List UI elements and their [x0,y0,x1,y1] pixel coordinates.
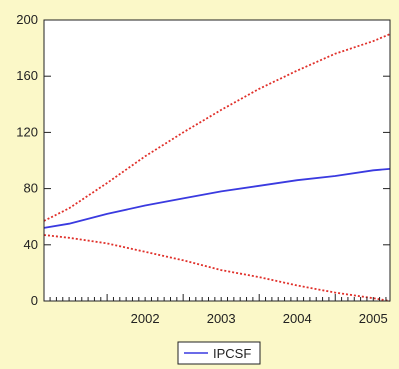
legend-box [177,341,261,365]
x-axis: 2002 2003 2004 2005 [49,294,388,326]
x-tick-label: 2005 [359,311,388,326]
x-tick-label: 2004 [283,311,312,326]
x-tick-label: 2002 [131,311,160,326]
legend: IPCSF [177,341,261,365]
plot-frame [43,19,391,302]
series-line-ipcsf [43,168,391,229]
x-tick-label: 2003 [207,311,236,326]
y-tick-label: 200 [16,12,38,27]
plot-area [44,20,390,301]
y-tick-label: 40 [24,237,38,252]
legend-label: IPCSF [213,346,251,361]
y-tick-label: 120 [16,124,38,139]
confidence-band-line [43,234,391,302]
y-axis: 0 40 80 120 160 200 [16,12,390,308]
confidence-band-line [43,33,391,222]
series-layer [43,33,391,302]
y-tick-label: 0 [31,293,38,308]
y-tick-label: 160 [16,68,38,83]
y-tick-label: 80 [24,181,38,196]
